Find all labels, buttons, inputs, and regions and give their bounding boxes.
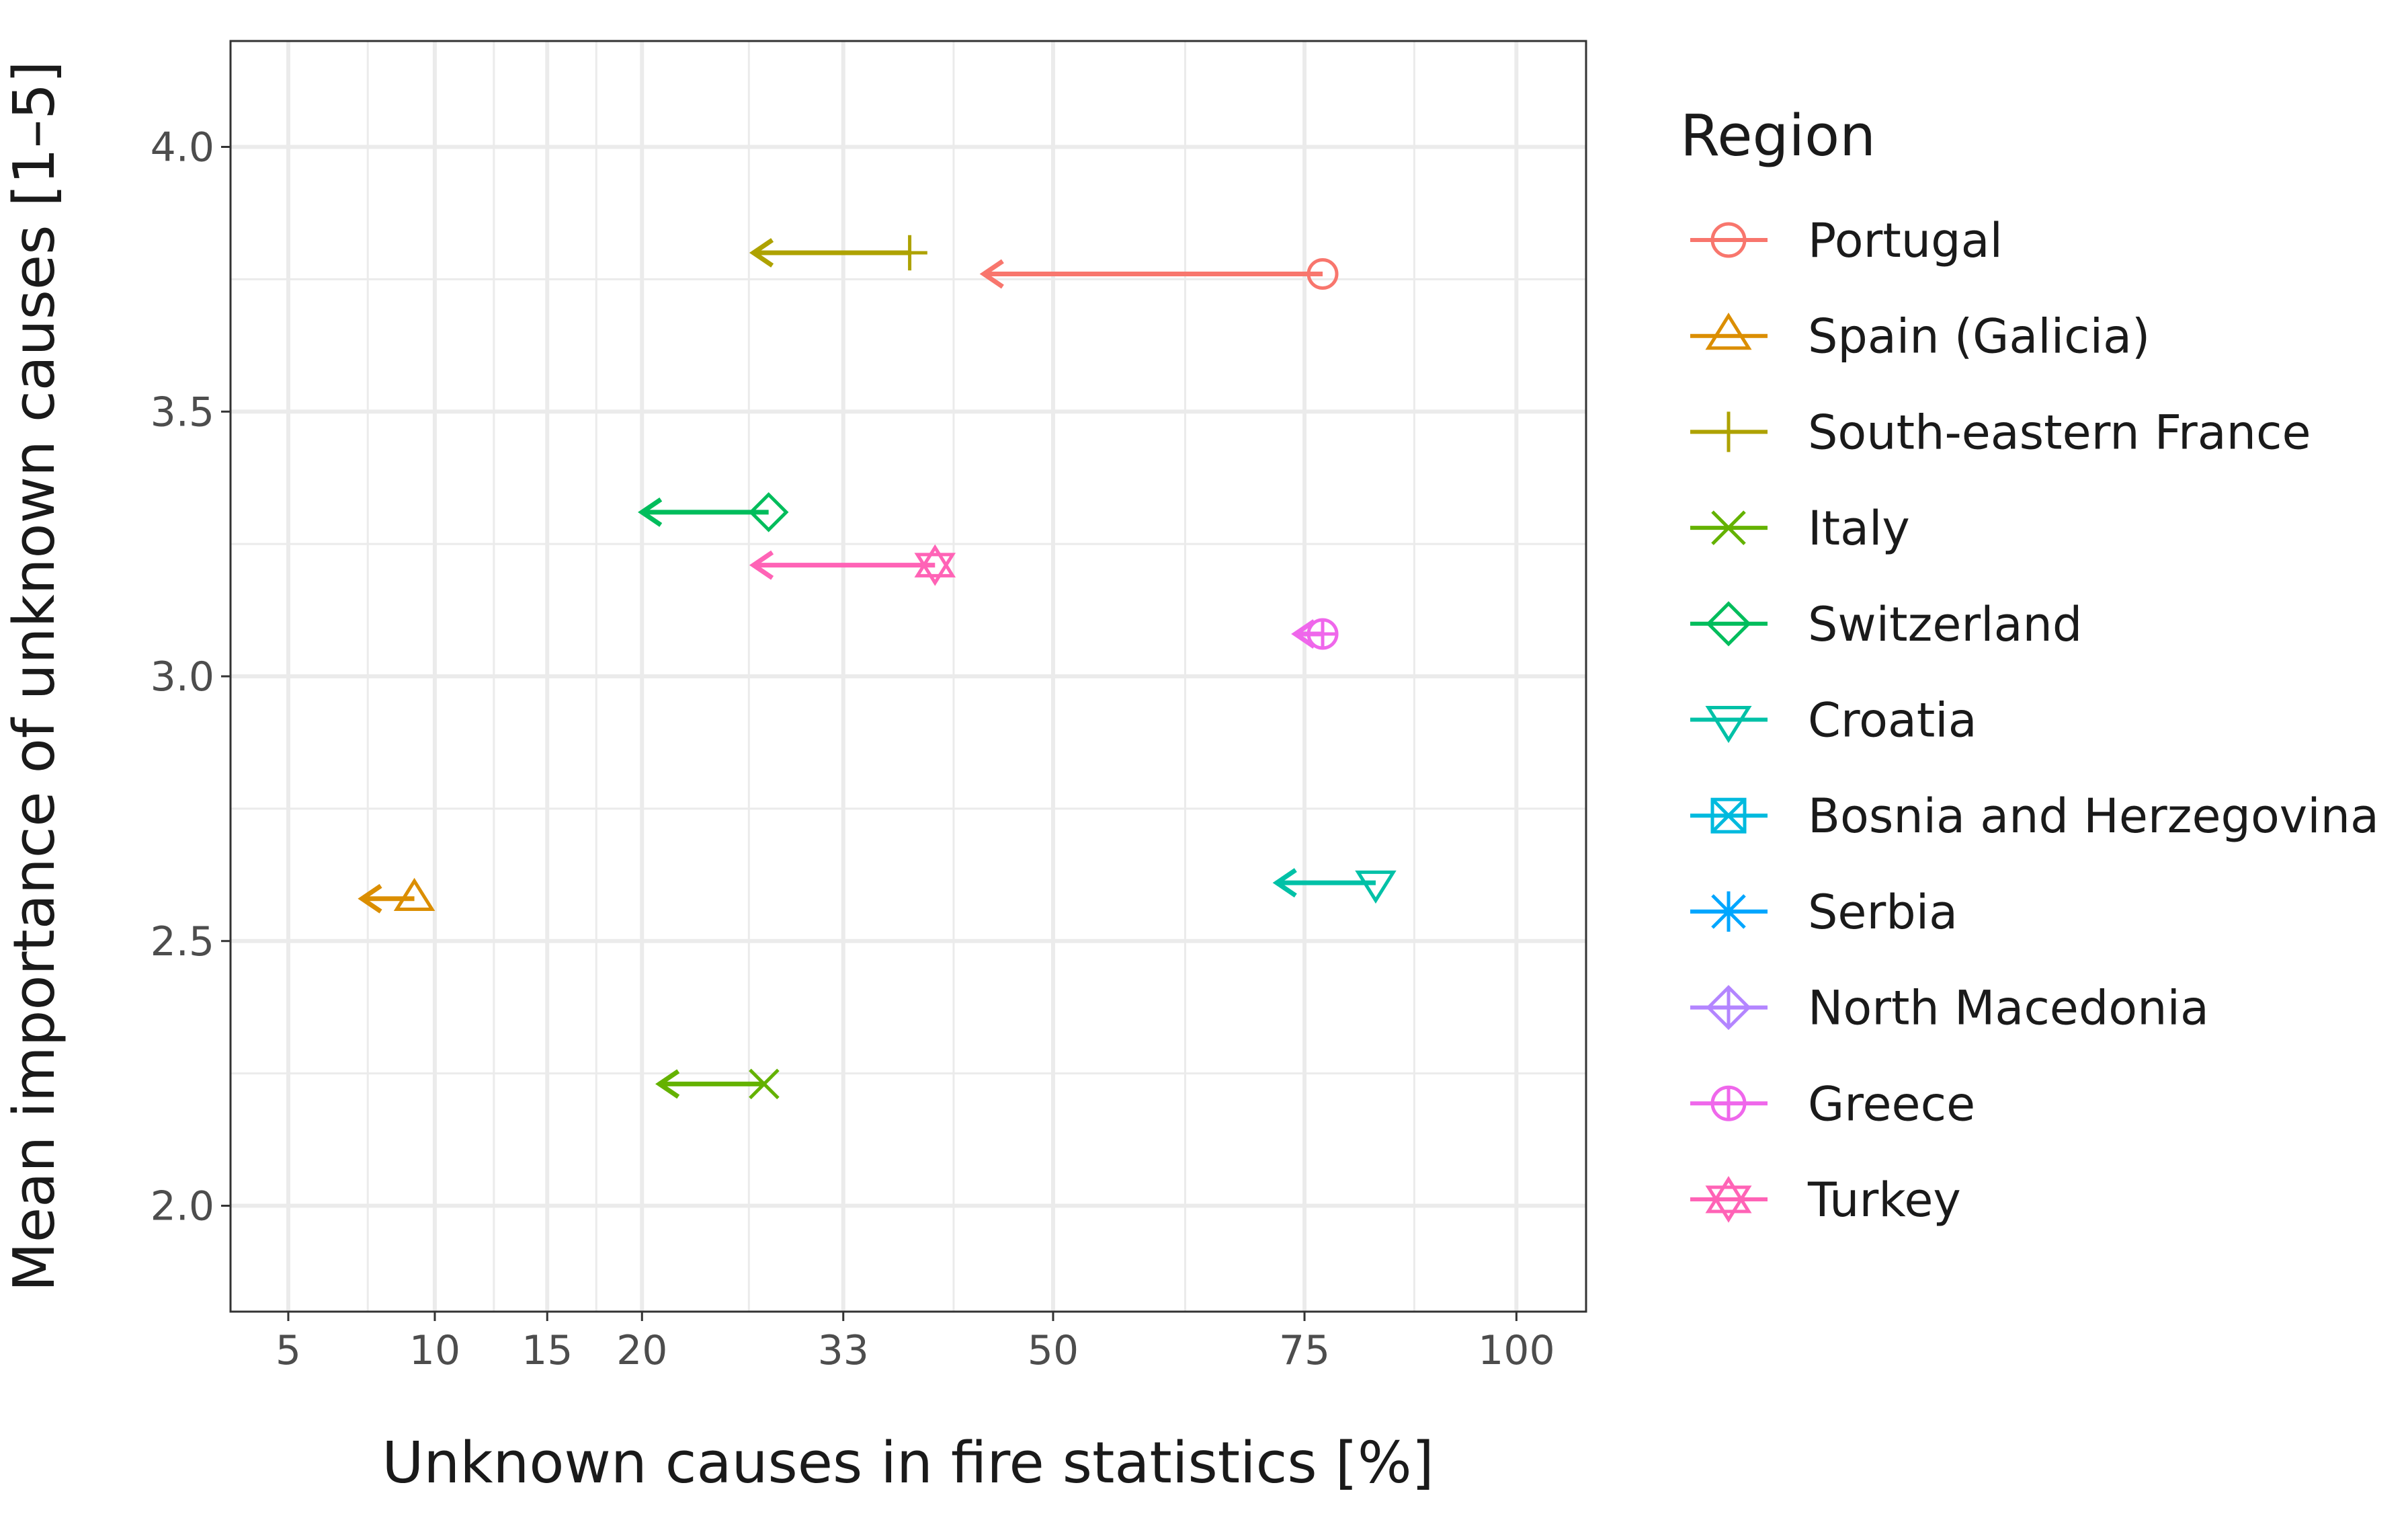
legend-label: Switzerland [1808, 597, 2082, 652]
marker-triangle-open [1705, 312, 1752, 350]
data-layer [358, 235, 1397, 1100]
data-point-italy [655, 1068, 780, 1100]
legend-label: Portugal [1808, 213, 2003, 268]
marker-circle-open [1306, 258, 1339, 290]
data-point-south-eastern-france [749, 235, 927, 271]
y-tick-label: 3.5 [151, 389, 214, 436]
y-axis-title: Mean importance of unknown causes [1–5] [1, 61, 68, 1291]
change-arrow-head [358, 883, 382, 914]
legend-item: Bosnia and Herzegovina [1690, 789, 2379, 844]
legend-item: Turkey [1690, 1172, 1961, 1228]
marker-circle-plus [1306, 618, 1339, 650]
marker-star-of-david [1705, 1176, 1752, 1223]
legend-label: South-eastern France [1808, 405, 2311, 460]
x-tick-label: 20 [616, 1327, 667, 1374]
y-tick-label: 3.0 [151, 653, 214, 701]
legend-label: North Macedonia [1808, 981, 2209, 1036]
x-tick-label: 33 [818, 1327, 869, 1374]
x-tick-label: 50 [1028, 1327, 1079, 1374]
y-axis: 2.0 2.5 3.0 3.5 4.0 [151, 124, 231, 1230]
legend-label: Serbia [1808, 885, 1958, 940]
change-arrow-head [1272, 868, 1297, 898]
legend-item: Serbia [1690, 885, 1958, 940]
change-arrow-head [979, 259, 1004, 289]
marker-diamond-plus [1706, 985, 1751, 1031]
legend-item: Croatia [1690, 693, 1977, 748]
x-tick-label: 75 [1279, 1327, 1330, 1374]
x-tick-label: 10 [409, 1327, 460, 1374]
data-point-spain-galicia [358, 877, 435, 914]
legend-label: Bosnia and Herzegovina [1808, 789, 2379, 844]
legend-item: South-eastern France [1690, 405, 2311, 460]
marker-circle-open [1710, 222, 1747, 258]
legend-item: Italy [1690, 501, 1910, 556]
legend-item: Portugal [1690, 213, 2003, 268]
y-tick-label: 2.5 [151, 918, 214, 965]
data-point-croatia [1272, 868, 1397, 904]
legend-label: Greece [1808, 1076, 1975, 1131]
x-axis-title: Unknown causes in fire statistics [%] [382, 1430, 1434, 1497]
legend-item: North Macedonia [1690, 981, 2209, 1036]
data-point-portugal [979, 258, 1339, 290]
x-tick-label: 5 [276, 1327, 301, 1374]
legend-title: Region [1680, 103, 1876, 169]
change-arrow-head [638, 497, 663, 527]
y-tick-label: 2.0 [151, 1183, 214, 1230]
x-tick-label: 15 [522, 1327, 573, 1374]
x-axis: 5 10 15 20 33 50 75 100 [276, 1312, 1555, 1374]
legend-item: Greece [1690, 1076, 1975, 1131]
change-arrow-head [1291, 619, 1316, 649]
legend-item: Spain (Galicia) [1690, 309, 2150, 364]
x-tick-label: 100 [1478, 1327, 1555, 1374]
legend-label: Spain (Galicia) [1808, 309, 2150, 364]
marker-triangle-open [393, 877, 435, 911]
legend: Portugal Spain (Galicia) South-eastern Fra… [1690, 213, 2379, 1228]
marker-square-cross [1710, 797, 1747, 834]
marker-triangle-down-open [1705, 706, 1752, 744]
marker-triangle-down-open [1355, 870, 1397, 904]
marker-circle-plus [1710, 1085, 1747, 1121]
change-arrow-head [749, 550, 774, 580]
marker-plus [1708, 411, 1749, 452]
y-tick-label: 4.0 [151, 124, 214, 171]
marker-cross [749, 1068, 780, 1100]
marker-cross [1711, 510, 1746, 545]
data-point-switzerland [638, 492, 789, 532]
legend-item: Switzerland [1690, 597, 2082, 652]
change-arrow-head [655, 1069, 680, 1099]
legend-label: Croatia [1808, 693, 1977, 748]
legend-label: Turkey [1807, 1172, 1961, 1228]
marker-diamond-open [748, 492, 789, 532]
legend-label: Italy [1808, 501, 1910, 556]
change-arrow-head [749, 238, 774, 268]
marker-star-of-david [914, 544, 956, 586]
marker-asterisk [1708, 891, 1749, 932]
data-point-greece [1291, 618, 1339, 650]
data-point-turkey [749, 544, 956, 586]
marker-plus [892, 235, 927, 271]
marker-diamond-open [1706, 601, 1751, 647]
